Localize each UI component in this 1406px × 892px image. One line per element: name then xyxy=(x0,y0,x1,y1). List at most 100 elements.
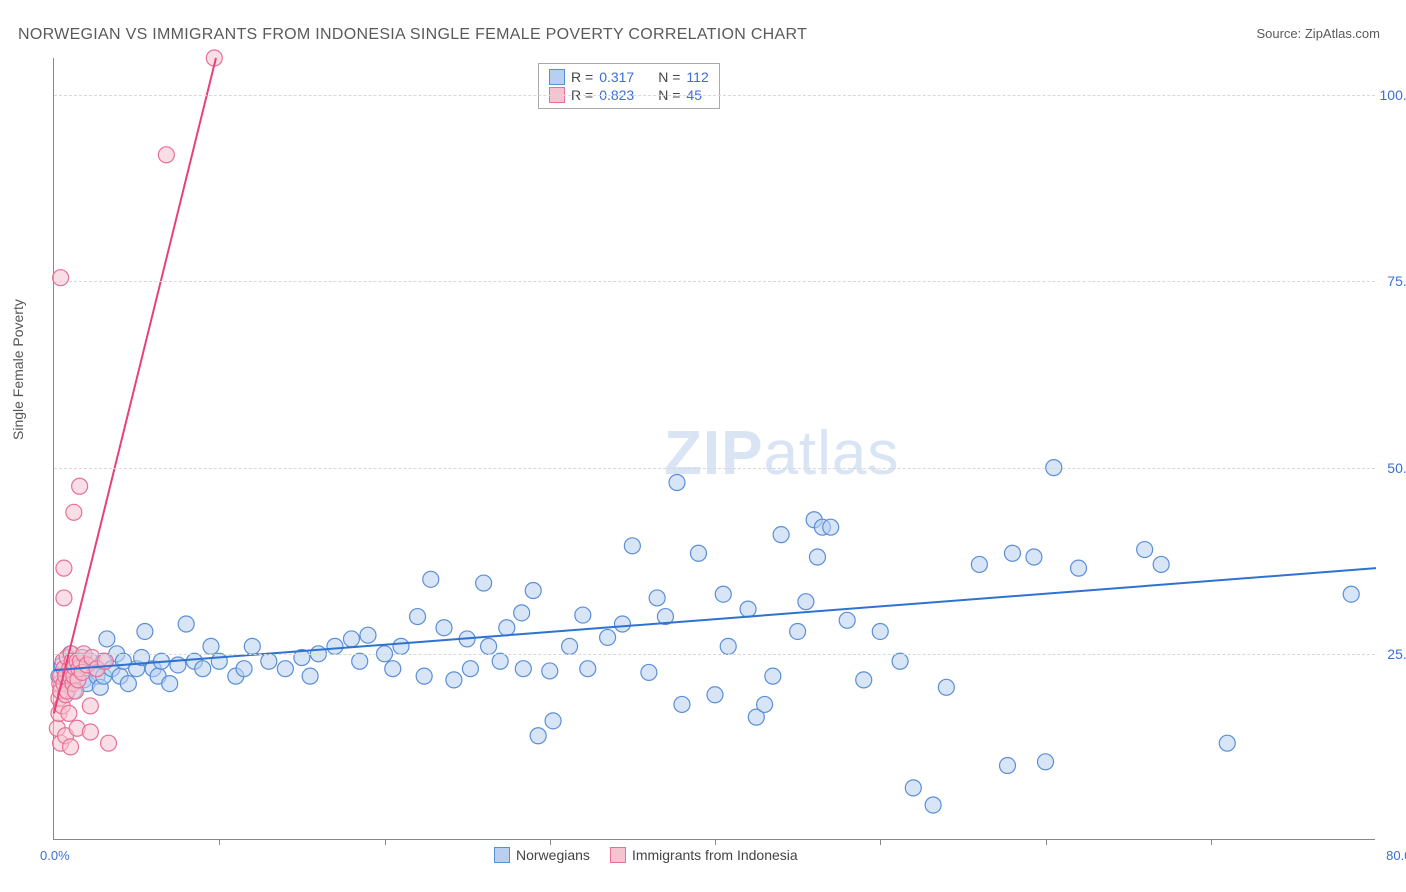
data-point xyxy=(545,713,561,729)
x-tick xyxy=(880,839,881,845)
data-point xyxy=(720,638,736,654)
legend-n-prefix: N = xyxy=(658,69,680,85)
data-point xyxy=(492,653,508,669)
data-point xyxy=(1219,735,1235,751)
legend-row: R = 0.317 N = 112 xyxy=(549,68,709,86)
source-value: ZipAtlas.com xyxy=(1305,26,1380,41)
x-tick xyxy=(385,839,386,845)
source-attribution: Source: ZipAtlas.com xyxy=(1256,26,1380,41)
data-point xyxy=(423,571,439,587)
data-point xyxy=(63,739,79,755)
data-point xyxy=(277,661,293,677)
gridline-h xyxy=(54,95,1375,96)
data-point xyxy=(641,664,657,680)
series-legend-label: Immigrants from Indonesia xyxy=(632,847,798,863)
correlation-legend: R = 0.317N = 112R = 0.823N = 45 xyxy=(538,63,720,109)
data-point xyxy=(1004,545,1020,561)
data-point xyxy=(580,661,596,677)
data-point xyxy=(765,668,781,684)
data-point xyxy=(938,679,954,695)
legend-n-value: 112 xyxy=(686,69,708,85)
data-point xyxy=(715,586,731,602)
gridline-h xyxy=(54,281,1375,282)
data-point xyxy=(999,758,1015,774)
data-point xyxy=(244,638,260,654)
data-point xyxy=(446,672,462,688)
data-point xyxy=(99,631,115,647)
data-point xyxy=(1038,754,1054,770)
x-tick xyxy=(219,839,220,845)
data-point xyxy=(436,620,452,636)
data-point xyxy=(203,638,219,654)
data-point xyxy=(120,676,136,692)
data-point xyxy=(649,590,665,606)
data-point xyxy=(809,549,825,565)
data-point xyxy=(476,575,492,591)
data-point xyxy=(1026,549,1042,565)
x-origin-label: 0.0% xyxy=(40,848,70,863)
data-point xyxy=(53,270,69,286)
data-point xyxy=(158,147,174,163)
data-point xyxy=(790,623,806,639)
data-point xyxy=(343,631,359,647)
data-point xyxy=(261,653,277,669)
data-point xyxy=(514,605,530,621)
data-point xyxy=(839,612,855,628)
data-point xyxy=(525,583,541,599)
plot-area: ZIPatlas R = 0.317N = 112R = 0.823N = 45… xyxy=(53,58,1375,840)
data-point xyxy=(66,504,82,520)
x-tick xyxy=(550,839,551,845)
data-point xyxy=(236,661,252,677)
y-tick-label: 50.0% xyxy=(1387,460,1406,476)
y-axis-label: Single Female Poverty xyxy=(10,299,26,440)
data-point xyxy=(393,638,409,654)
data-point xyxy=(195,661,211,677)
x-max-label: 80.0% xyxy=(1386,848,1406,863)
data-point xyxy=(72,478,88,494)
data-point xyxy=(905,780,921,796)
data-point xyxy=(614,616,630,632)
data-point xyxy=(1153,556,1169,572)
y-tick-label: 25.0% xyxy=(1387,646,1406,662)
data-point xyxy=(798,594,814,610)
series-legend: Norwegians Immigrants from Indonesia xyxy=(494,847,798,863)
data-point xyxy=(925,797,941,813)
data-point xyxy=(416,668,432,684)
data-point xyxy=(410,609,426,625)
data-point xyxy=(872,623,888,639)
data-point xyxy=(1071,560,1087,576)
data-point xyxy=(669,475,685,491)
data-point xyxy=(740,601,756,617)
data-point xyxy=(462,661,478,677)
data-point xyxy=(515,661,531,677)
data-point xyxy=(757,696,773,712)
data-point xyxy=(530,728,546,744)
trend-line xyxy=(54,568,1376,670)
legend-swatch xyxy=(494,847,510,863)
data-point xyxy=(360,627,376,643)
data-point xyxy=(178,616,194,632)
series-legend-item: Immigrants from Indonesia xyxy=(610,847,798,863)
series-legend-label: Norwegians xyxy=(516,847,590,863)
data-point xyxy=(562,638,578,654)
legend-r-prefix: R = xyxy=(571,69,593,85)
y-tick-label: 100.0% xyxy=(1380,87,1406,103)
legend-swatch xyxy=(549,69,565,85)
x-tick xyxy=(1211,839,1212,845)
data-point xyxy=(773,527,789,543)
data-point xyxy=(56,560,72,576)
gridline-h xyxy=(54,654,1375,655)
trend-line xyxy=(54,58,216,713)
legend-r-value: 0.317 xyxy=(599,69,634,85)
data-point xyxy=(481,638,497,654)
data-point xyxy=(162,676,178,692)
data-point xyxy=(61,705,77,721)
data-point xyxy=(137,623,153,639)
data-point xyxy=(892,653,908,669)
series-legend-item: Norwegians xyxy=(494,847,590,863)
data-point xyxy=(327,638,343,654)
x-tick xyxy=(715,839,716,845)
data-point xyxy=(600,629,616,645)
data-point xyxy=(352,653,368,669)
data-point xyxy=(575,607,591,623)
